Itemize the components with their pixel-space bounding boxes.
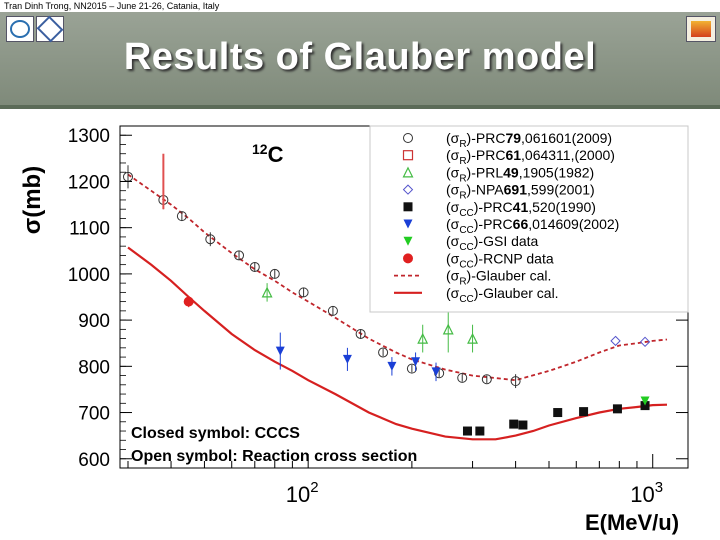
legend-symbol (402, 150, 414, 161)
data-point (205, 234, 216, 245)
university-logo-icon (36, 15, 64, 43)
x-tick-label: 103 (630, 479, 663, 507)
data-point (510, 376, 521, 387)
glauber-cc-curve (127, 246, 668, 441)
title-banner (0, 12, 720, 105)
x-axis-label: E(MeV/u) (585, 510, 679, 535)
data-point (387, 361, 397, 371)
legend-symbol (403, 236, 413, 246)
legend-entry: (σR)-PRL49,1905(1982) (446, 164, 594, 184)
chart-area: 600 700 800 900 1000 1100 1200 1300 102 103 σ(mb… (0, 110, 720, 540)
legend: (σR)-PRC79,061601(2009)(σR)-PRC61,064311… (369, 125, 689, 313)
legend-entry: (σR)-Glauber cal. (446, 268, 551, 288)
legend-entry: (σR)-NPA691,599(2001) (446, 182, 595, 202)
legend-entry: (σCC)-Glauber cal. (446, 285, 559, 305)
legend-entry: (σCC)-GSI data (446, 233, 539, 253)
data-point (298, 287, 309, 298)
data-point (378, 347, 389, 358)
data-point (176, 211, 187, 222)
legend-entry: (σR)-PRC79,061601(2009) (446, 130, 612, 150)
y-tick-label: 1300 (68, 126, 110, 147)
data-point (481, 374, 492, 385)
legend-symbol (403, 253, 413, 264)
legend-entry: (σCC)-PRC41,520(1990) (446, 199, 596, 219)
data-point (411, 357, 421, 367)
data-point (509, 419, 519, 429)
cross-section-chart: 600 700 800 900 1000 1100 1200 1300 102 103 σ(mb… (19, 125, 689, 535)
data-point (462, 426, 472, 436)
y-axis-label: σ(mb) (19, 166, 46, 234)
data-point (518, 420, 528, 430)
legend-box (369, 125, 689, 313)
institute-logo-icon (6, 16, 34, 42)
y-tick-label: 700 (78, 404, 110, 425)
data-point (442, 323, 454, 335)
legend-symbol (403, 202, 413, 212)
legend-entry: (σR)-PRC61,064311,(2000) (446, 147, 615, 167)
y-tick-label: 1100 (69, 219, 110, 240)
data-point (417, 332, 429, 344)
data-point (269, 268, 280, 279)
legend-symbol (402, 184, 414, 195)
legend-entry: (σCC)-PRC66,014609(2002) (446, 216, 619, 236)
glauber-r-curve (127, 173, 668, 382)
data-point (639, 336, 651, 348)
legend-symbol (403, 133, 413, 143)
y-tick-label: 900 (78, 311, 110, 332)
slide-title: Results of Glauber model (123, 36, 597, 78)
y-tick-label: 600 (78, 450, 110, 471)
data-point (467, 332, 479, 344)
annotation-text: Closed symbol: CCCS (131, 425, 300, 442)
data-point (342, 354, 352, 364)
data-point (275, 346, 285, 356)
annotation-text: Open symbol: Reaction cross section (131, 448, 417, 465)
y-tick-label: 1000 (68, 265, 110, 286)
x-tick-label: 102 (286, 479, 319, 507)
data-point (612, 404, 622, 414)
data-point (406, 363, 417, 374)
data-point (457, 372, 468, 383)
meeting-caption: Tran Dinh Trong, NN2015 – June 21-26, Ca… (4, 1, 220, 11)
legend-symbol (402, 166, 414, 178)
data-point (261, 286, 273, 298)
data-point (553, 408, 563, 418)
data-point (183, 296, 194, 307)
data-point (249, 261, 260, 272)
data-point (431, 367, 441, 377)
legend-entry: (σCC)-RCNP data (446, 250, 554, 270)
y-tick-label: 800 (78, 357, 110, 378)
y-tick-label: 1200 (68, 172, 110, 193)
nucleus-label: 12C (252, 141, 284, 167)
data-point (327, 305, 338, 316)
data-point (640, 396, 650, 406)
banner-divider (0, 105, 720, 109)
conference-logo-icon (686, 16, 716, 42)
data-point (640, 401, 650, 411)
nucleus-text: 12C (252, 141, 284, 167)
data-point (579, 407, 589, 417)
data-point (234, 250, 245, 261)
legend-symbol (403, 219, 413, 229)
data-point (355, 328, 366, 339)
data-point (610, 335, 621, 347)
data-point (475, 426, 485, 436)
